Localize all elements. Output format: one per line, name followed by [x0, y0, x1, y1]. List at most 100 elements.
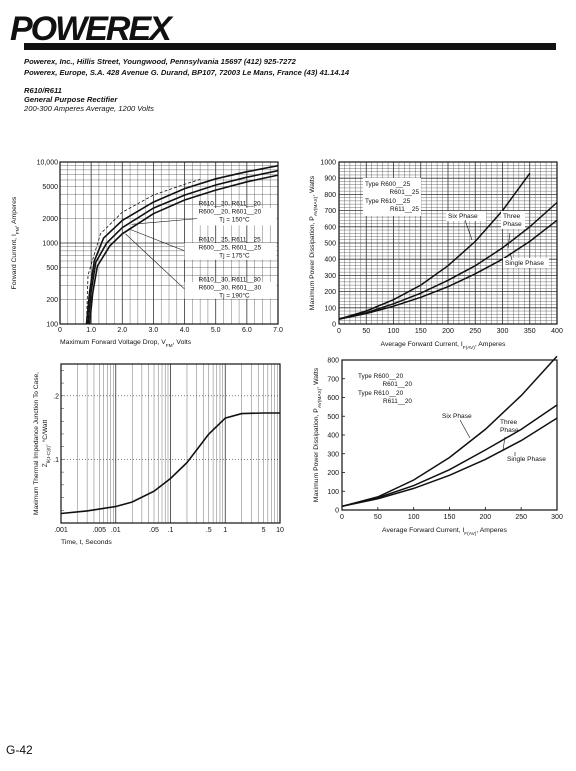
plot-frame: [60, 363, 281, 524]
legend-bg: [363, 178, 421, 216]
x-tick-label: 200: [479, 514, 491, 521]
legend-entry: Type R610__20: [358, 390, 404, 397]
x-tick-label: 3.0: [149, 327, 159, 334]
y-tick-label: 700: [324, 208, 336, 215]
x-tick-label: 6.0: [242, 327, 252, 334]
y-tick-label: 600: [327, 395, 339, 402]
x-tick-label: .1: [168, 527, 174, 534]
x-tick-label: 150: [444, 514, 456, 521]
y-axis-label: Maximum Thermal Impedance Junction To Ca…: [33, 372, 40, 515]
y-tick-label: 400: [324, 257, 336, 264]
part-number: R610/R611: [24, 86, 62, 95]
leader-line: [128, 228, 185, 252]
x-tick-label: .01: [111, 527, 121, 534]
x-tick-label: 10: [276, 527, 284, 534]
series-label: Six Phase: [442, 413, 472, 420]
series-line-2: [338, 201, 558, 320]
x-tick-label: 100: [408, 514, 420, 521]
legend-entry: R601__20: [383, 381, 413, 388]
legend-entry: R601__25: [390, 189, 420, 196]
legend-entry: R611__20: [383, 398, 412, 405]
series-line-3: [341, 417, 558, 508]
y-axis-label-units: Zθ(J-C)(t), °C/Watt: [41, 420, 51, 468]
y-tick-label: 5000: [42, 184, 58, 191]
y-tick-label: 800: [324, 192, 336, 199]
series-line-1: [341, 355, 558, 508]
address-europe: Powerex, Europe, S.A. 428 Avenue G. Dura…: [24, 68, 350, 77]
plot-frame: [341, 359, 558, 511]
series-line-1: [85, 164, 279, 325]
x-tick-label: 0: [340, 514, 344, 521]
series-line-1: [60, 412, 280, 515]
x-tick-label: 100: [388, 328, 400, 335]
curve-annotation: R610__30, R611__30: [199, 277, 262, 284]
x-tick-label: 7.0: [273, 327, 283, 334]
x-tick-label: .5: [206, 527, 212, 534]
series-label-bg: [503, 258, 549, 268]
y-tick-label: 500: [324, 241, 336, 248]
x-tick-label: 250: [469, 328, 481, 335]
legend-entry: Type R600__25: [365, 181, 411, 188]
x-tick-label: 0: [337, 328, 341, 335]
plot-frame: [338, 161, 558, 325]
leader-line: [502, 436, 506, 451]
x-tick-label: 0: [58, 327, 62, 334]
series-label: Three: [503, 213, 521, 220]
page-number: G-42: [6, 743, 33, 757]
x-tick-label: .001: [54, 527, 68, 534]
legend-entry: Type R600__20: [358, 373, 404, 380]
y-tick-label: 300: [327, 451, 339, 458]
y-tick-label: 100: [46, 322, 58, 329]
curve-annotation: R600__25, R601__25: [199, 245, 262, 252]
y-tick-label: 300: [324, 273, 336, 280]
leader-line: [459, 419, 471, 439]
curve-annotation: R610__25, R611__25: [199, 237, 262, 244]
y-tick-label: 0: [335, 508, 339, 515]
powerex-logo: POWEREX: [10, 10, 176, 46]
leader-line: [464, 219, 473, 241]
x-axis-label: Average Forward Current, IF(AV), Amperes: [382, 527, 507, 537]
y-tick-label: 10,000: [37, 160, 59, 167]
annotation-bg: [184, 282, 277, 299]
curve-annotation: Tj = 150°C: [219, 216, 250, 224]
x-tick-label: 4.0: [180, 327, 190, 334]
annotation-bg: [184, 243, 277, 260]
curve-annotation: R600__20, R601__20: [199, 209, 262, 216]
y-axis-label: Maximum Power Dissipation, PAV(MAX), Wat…: [309, 175, 319, 310]
product-description: General Purpose Rectifier: [24, 95, 118, 104]
x-tick-label: 5.0: [211, 327, 221, 334]
annotation-bg: [193, 208, 277, 226]
x-tick-label: 300: [551, 514, 563, 521]
series-label: Phase: [500, 427, 519, 434]
legend-entry: R611__25: [390, 206, 419, 213]
leader-line: [509, 252, 513, 261]
address-us: Powerex, Inc., Hillis Street, Youngwood,…: [24, 57, 296, 66]
y-tick-label: .2: [53, 393, 59, 400]
plot-frame: [59, 161, 279, 325]
y-tick-label: 500: [327, 414, 339, 421]
y-tick-label: 2000: [42, 216, 58, 223]
logo-text: POWEREX: [10, 10, 174, 46]
series-line-1: [338, 172, 531, 320]
series-line-2: [341, 404, 558, 508]
y-tick-label: 800: [327, 358, 339, 365]
series-label: Three: [500, 419, 518, 426]
curve-annotation: R600__30, R601__30: [199, 285, 262, 292]
x-tick-label: 200: [442, 328, 454, 335]
x-tick-label: 250: [515, 514, 527, 521]
y-tick-label: 1000: [42, 241, 58, 248]
y-tick-label: 900: [324, 176, 336, 183]
series-label: Six Phase: [448, 213, 478, 220]
product-rating: 200-300 Amperes Average, 1200 Volts: [24, 104, 154, 113]
y-tick-label: 200: [324, 289, 336, 296]
y-tick-label: .1: [53, 457, 59, 464]
y-tick-label: 200: [327, 470, 339, 477]
y-tick-label: 100: [324, 305, 336, 312]
y-tick-label: 700: [327, 376, 339, 383]
reference-curve: [86, 179, 201, 325]
y-axis-label: Maximum Power Dissipation, PAV(MAX), Wat…: [313, 367, 323, 502]
y-tick-label: 0: [332, 322, 336, 329]
y-tick-label: 600: [324, 224, 336, 231]
legend-entry: Type R610__25: [365, 198, 411, 205]
